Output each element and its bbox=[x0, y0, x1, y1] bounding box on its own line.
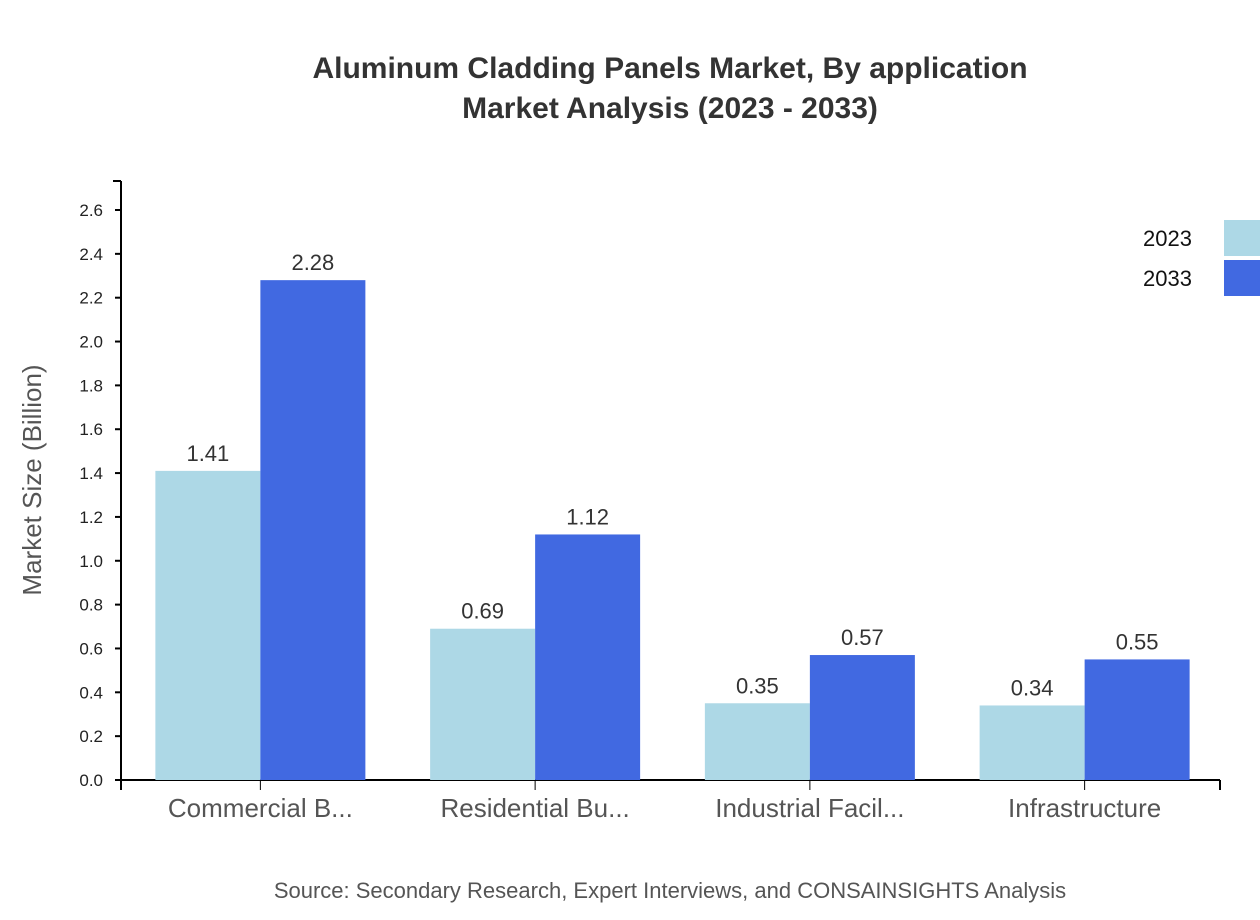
bar-value-label: 0.35 bbox=[736, 673, 779, 698]
y-tick-label: 2.0 bbox=[79, 333, 103, 352]
y-tick-label: 0.0 bbox=[79, 771, 103, 790]
bar-value-label: 0.57 bbox=[841, 625, 884, 650]
y-tick-label: 2.2 bbox=[79, 289, 103, 308]
source-note: Source: Secondary Research, Expert Inter… bbox=[273, 878, 1067, 903]
y-tick-label: 0.2 bbox=[79, 727, 103, 746]
legend-swatch[interactable] bbox=[1224, 220, 1260, 256]
y-axis-label: Market Size (Billion) bbox=[17, 364, 47, 595]
y-tick-label: 2.4 bbox=[79, 245, 103, 264]
x-tick-label: Commercial B... bbox=[168, 793, 353, 823]
x-tick-label: Infrastructure bbox=[1008, 793, 1161, 823]
bar-2033[interactable] bbox=[1084, 659, 1190, 780]
y-tick-label: 1.2 bbox=[79, 508, 103, 527]
y-tick-label: 2.6 bbox=[79, 201, 103, 220]
bar-value-label: 0.69 bbox=[461, 599, 504, 624]
y-tick-label: 1.6 bbox=[79, 420, 103, 439]
y-tick-label: 1.4 bbox=[79, 464, 103, 483]
bar-value-label: 2.28 bbox=[291, 250, 334, 275]
legend-label: 2023 bbox=[1143, 226, 1192, 251]
bar-2023[interactable] bbox=[704, 703, 810, 780]
bar-2023[interactable] bbox=[155, 470, 261, 780]
x-tick-label: Residential Bu... bbox=[440, 793, 629, 823]
bar-2023[interactable] bbox=[979, 705, 1085, 780]
legend-label: 2033 bbox=[1143, 266, 1192, 291]
y-tick-label: 0.6 bbox=[79, 639, 103, 658]
bar-value-label: 1.41 bbox=[186, 441, 229, 466]
x-tick-label: Industrial Facil... bbox=[715, 793, 904, 823]
y-tick-label: 0.8 bbox=[79, 596, 103, 615]
bar-value-label: 0.55 bbox=[1116, 629, 1159, 654]
chart-subtitle: Market Analysis (2023 - 2033) bbox=[462, 92, 878, 125]
y-tick-label: 1.0 bbox=[79, 552, 103, 571]
y-tick-label: 1.8 bbox=[79, 376, 103, 395]
bar-2023[interactable] bbox=[430, 628, 536, 780]
chart-title: Aluminum Cladding Panels Market, By appl… bbox=[312, 52, 1028, 85]
legend-swatch[interactable] bbox=[1224, 260, 1260, 296]
bar-2033[interactable] bbox=[260, 280, 366, 780]
y-tick-label: 0.4 bbox=[79, 683, 103, 702]
bar-2033[interactable] bbox=[535, 534, 641, 780]
bar-value-label: 0.34 bbox=[1011, 675, 1054, 700]
bar-value-label: 1.12 bbox=[566, 504, 609, 529]
bar-2033[interactable] bbox=[809, 655, 915, 780]
